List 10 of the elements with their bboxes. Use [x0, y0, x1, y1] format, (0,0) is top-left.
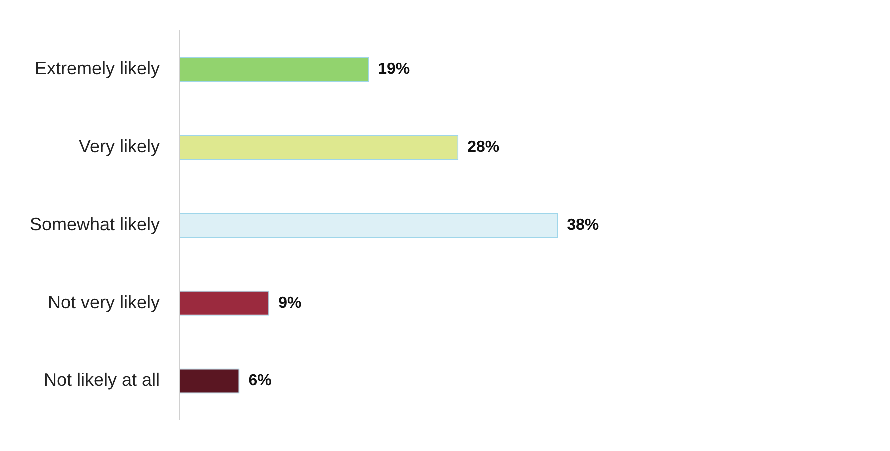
y-tick-label: Not likely at all	[44, 370, 160, 390]
data-label: 9%	[278, 294, 302, 312]
data-label: 28%	[468, 139, 500, 156]
data-label: 6%	[248, 372, 272, 390]
data-label: 38%	[567, 216, 600, 234]
data-label: 19%	[378, 61, 410, 78]
y-tick-label: Very likely	[79, 136, 160, 157]
y-tick-label: Extremely likely	[35, 58, 160, 79]
y-tick-label: Not very likely	[48, 292, 160, 312]
y-tick-label: Somewhat likely	[30, 214, 160, 234]
